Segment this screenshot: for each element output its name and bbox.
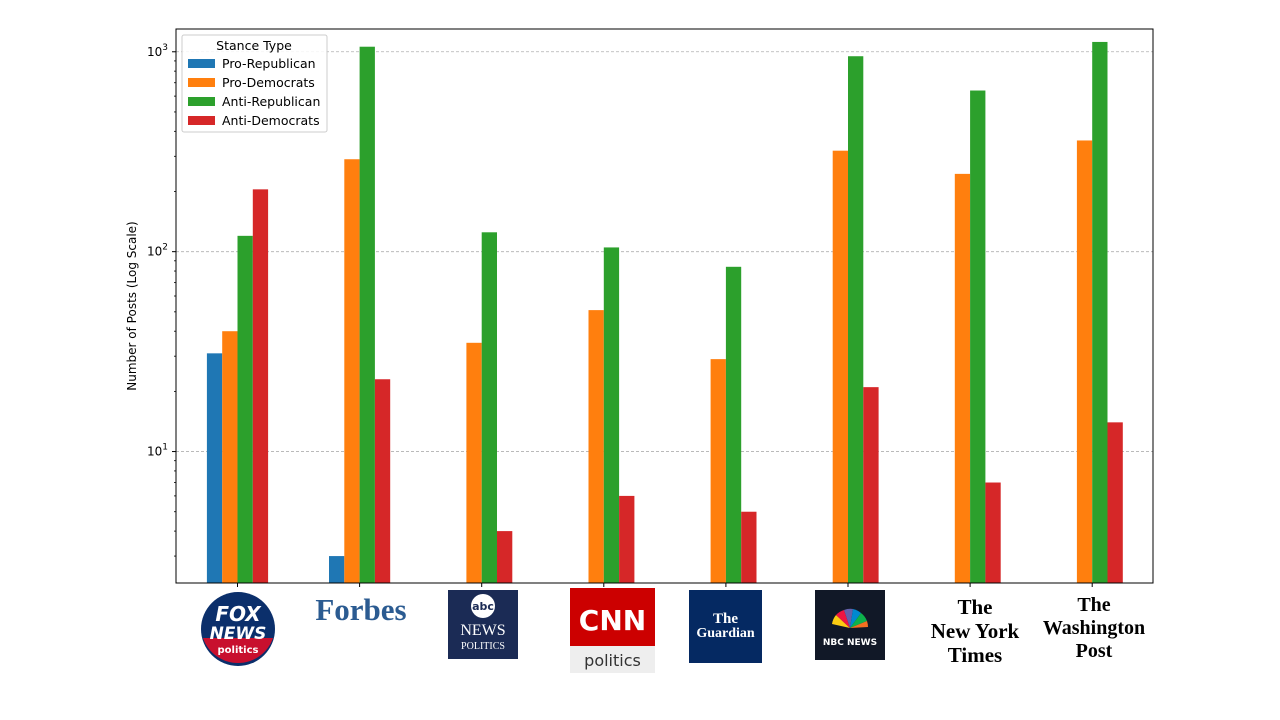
abc-news-politics-logo: abc NEWS POLITICS bbox=[448, 590, 518, 659]
y-axis: 101 102 103 bbox=[147, 43, 1093, 587]
bar bbox=[970, 90, 986, 583]
bar bbox=[619, 495, 635, 583]
bar bbox=[588, 310, 604, 583]
y-tick-label: 103 bbox=[147, 43, 168, 59]
bar bbox=[603, 247, 620, 583]
bar bbox=[1092, 41, 1108, 583]
bar bbox=[848, 56, 864, 583]
wapo-logo-line1: The bbox=[1077, 594, 1110, 616]
legend-entry: Pro-Democrats bbox=[222, 75, 315, 90]
forbes-logo: Forbes bbox=[306, 590, 416, 630]
fox-logo-line1: FOX bbox=[215, 602, 262, 626]
abc-logo-badge: abc bbox=[472, 600, 494, 613]
y-tick-label: 101 bbox=[147, 443, 168, 459]
bar bbox=[1107, 422, 1123, 583]
legend-swatch bbox=[188, 116, 215, 125]
grid-lines bbox=[176, 51, 1153, 452]
abc-logo-line1: NEWS bbox=[460, 622, 505, 639]
new-york-times-logo: The New York Times bbox=[925, 592, 1025, 667]
cnn-logo-top: CNN bbox=[579, 604, 646, 637]
fox-logo-line3: politics bbox=[218, 645, 259, 656]
nyt-logo-line2: New York bbox=[931, 619, 1020, 643]
bar bbox=[832, 150, 848, 583]
bars bbox=[206, 41, 1123, 584]
bar bbox=[954, 173, 971, 583]
bar bbox=[863, 387, 879, 583]
fox-news-politics-logo: FOX NEWS politics bbox=[200, 590, 276, 668]
washington-post-logo: The Washington Post bbox=[1040, 590, 1148, 664]
bar bbox=[985, 482, 1001, 583]
forbes-logo-text: Forbes bbox=[315, 592, 406, 627]
legend-title: Stance Type bbox=[216, 38, 292, 53]
fox-logo-line2: NEWS bbox=[210, 624, 267, 644]
bar bbox=[725, 266, 742, 583]
bar bbox=[252, 189, 269, 584]
cnn-politics-logo: CNN politics bbox=[570, 588, 655, 673]
plot-frame bbox=[175, 28, 1154, 584]
bar bbox=[359, 46, 375, 583]
legend-entry: Anti-Republican bbox=[222, 94, 320, 109]
bar bbox=[206, 353, 223, 583]
bar bbox=[222, 331, 238, 583]
bar bbox=[329, 556, 345, 583]
nbc-news-logo: NBC NEWS bbox=[815, 590, 885, 660]
legend-swatch bbox=[188, 78, 215, 87]
wapo-logo-line2: Washington bbox=[1043, 617, 1145, 639]
nbc-logo-text: NBC NEWS bbox=[823, 638, 877, 648]
legend: Stance Type Pro-Republican Pro-Democrats A… bbox=[181, 34, 328, 133]
bar bbox=[1076, 140, 1093, 583]
nyt-logo-line3: Times bbox=[948, 643, 1002, 666]
legend-entry: Pro-Republican bbox=[222, 56, 316, 71]
wapo-logo-line3: Post bbox=[1076, 640, 1113, 662]
bar bbox=[481, 232, 497, 584]
guardian-logo-line2: Guardian bbox=[696, 626, 755, 641]
nyt-logo-line1: The bbox=[957, 595, 992, 619]
legend-box bbox=[181, 34, 328, 133]
guardian-logo: The Guardian bbox=[689, 590, 762, 663]
bar bbox=[237, 235, 253, 583]
legend-entry: Anti-Democrats bbox=[222, 113, 320, 128]
guardian-logo-line1: The bbox=[713, 611, 738, 627]
bar bbox=[374, 379, 391, 583]
bar bbox=[497, 531, 513, 583]
legend-swatch bbox=[188, 97, 215, 106]
legend-swatch bbox=[188, 59, 215, 68]
y-tick-label: 102 bbox=[147, 243, 168, 259]
y-axis-label: Number of Posts (Log Scale) bbox=[125, 221, 139, 390]
bar bbox=[466, 342, 482, 583]
abc-logo-line2: POLITICS bbox=[461, 641, 505, 652]
cnn-logo-bottom: politics bbox=[584, 651, 641, 670]
bar bbox=[344, 159, 360, 583]
bar bbox=[710, 359, 726, 583]
bar bbox=[741, 511, 757, 583]
